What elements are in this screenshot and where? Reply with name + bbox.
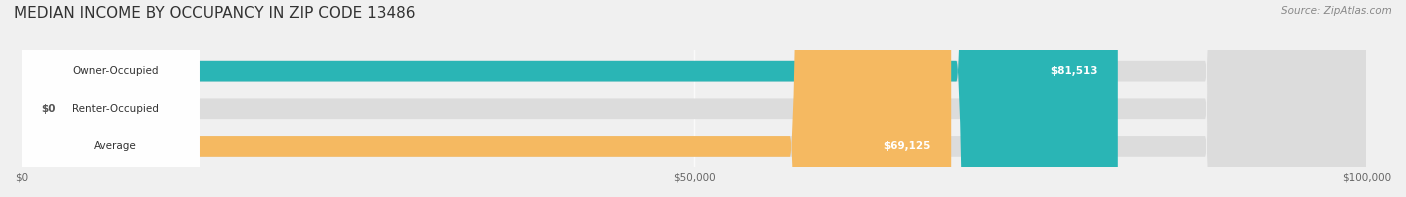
FancyBboxPatch shape	[21, 0, 1118, 197]
Text: MEDIAN INCOME BY OCCUPANCY IN ZIP CODE 13486: MEDIAN INCOME BY OCCUPANCY IN ZIP CODE 1…	[14, 6, 416, 21]
FancyBboxPatch shape	[11, 0, 200, 197]
FancyBboxPatch shape	[11, 0, 200, 197]
FancyBboxPatch shape	[21, 0, 952, 197]
FancyBboxPatch shape	[21, 0, 1367, 197]
Text: $69,125: $69,125	[883, 141, 931, 151]
Text: Renter-Occupied: Renter-Occupied	[72, 104, 159, 114]
Text: Average: Average	[94, 141, 136, 151]
Text: $0: $0	[42, 104, 56, 114]
FancyBboxPatch shape	[21, 0, 1367, 197]
FancyBboxPatch shape	[11, 0, 200, 197]
Text: $81,513: $81,513	[1050, 66, 1098, 76]
FancyBboxPatch shape	[21, 0, 1367, 197]
Text: Owner-Occupied: Owner-Occupied	[73, 66, 159, 76]
Text: Source: ZipAtlas.com: Source: ZipAtlas.com	[1281, 6, 1392, 16]
